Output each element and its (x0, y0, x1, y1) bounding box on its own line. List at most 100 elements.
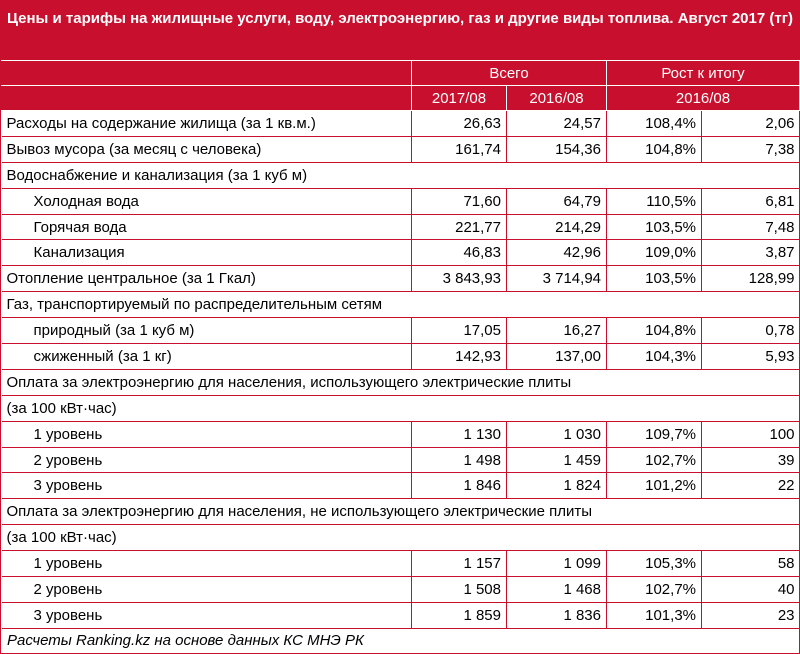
cell-value: 221,77 (411, 214, 507, 241)
row-label: сжиженный (за 1 кг) (1, 343, 412, 370)
cell-value: 101,2% (606, 472, 702, 500)
row-label: Водоснабжение и канализация (за 1 куб м) (1, 162, 800, 189)
row-label: (за 100 кВт·час) (1, 395, 800, 422)
table-row: 1 уровень 1 130 1 030 109,7% 100 (1, 421, 800, 448)
cell-value: 104,8% (606, 317, 702, 345)
table-row: (за 100 кВт·час) (1, 524, 800, 552)
cell-value: 7,38 (700, 136, 800, 163)
row-label: 2 уровень (1, 576, 412, 603)
cell-value: 161,74 (411, 136, 507, 163)
cell-value: 1 846 (411, 472, 507, 500)
title: Цены и тарифы на жилищные услуги, воду, … (1, 1, 799, 60)
cell-value: 23 (700, 602, 800, 629)
table-row: Водоснабжение и канализация (за 1 куб м) (1, 162, 800, 189)
cell-value: 1 824 (506, 472, 607, 500)
group-header: Рост к итогу (605, 60, 800, 86)
tariff-table: Всего Рост к итогу 2017/08 2016/08 2016/… (1, 60, 800, 629)
row-label: 2 уровень (1, 447, 412, 474)
cell-value: 1 498 (411, 447, 507, 474)
table-row: Горячая вода 221,77 214,29 103,5% 7,48 (1, 214, 800, 241)
row-label: природный (за 1 куб м) (1, 317, 412, 345)
column-header: 2017/08 (411, 85, 507, 111)
cell-value: 1 508 (411, 576, 507, 603)
cell-value: 142,93 (411, 343, 507, 370)
cell-value: 102,7% (606, 447, 702, 474)
cell-value: 17,05 (411, 317, 507, 345)
cell-value: 104,8% (606, 136, 702, 163)
row-label: (за 100 кВт·час) (1, 524, 800, 552)
cell-value: 39 (700, 447, 800, 474)
cell-value: 110,5% (606, 188, 702, 215)
row-label: Оплата за электроэнергию для населения, … (1, 369, 800, 396)
row-label: Расходы на содержание жилища (за 1 кв.м.… (1, 110, 412, 137)
cell-value: 64,79 (506, 188, 607, 215)
cell-value: 102,7% (606, 576, 702, 603)
cell-value: 104,3% (606, 343, 702, 370)
table-row: Отопление центральное (за 1 Гкал) 3 843,9… (1, 265, 800, 293)
table-body: Расходы на содержание жилища (за 1 кв.м.… (1, 110, 800, 629)
cell-value: 105,3% (606, 550, 702, 578)
cell-value: 1 459 (506, 447, 607, 474)
cell-value: 103,5% (606, 214, 702, 241)
cell-value: 108,4% (606, 110, 702, 137)
table-row: 2 уровень 1 498 1 459 102,7% 39 (1, 447, 800, 474)
column-header: 2016/08 (506, 85, 607, 111)
cell-value: 40 (700, 576, 800, 603)
table-row: 3 уровень 1 846 1 824 101,2% 22 (1, 472, 800, 500)
cell-value: 22 (700, 472, 800, 500)
cell-value: 1 836 (506, 602, 607, 629)
cell-value: 0,78 (700, 317, 800, 345)
cell-value: 214,29 (506, 214, 607, 241)
table-row: Газ, транспортируемый по распределительн… (1, 291, 800, 319)
table-row: Оплата за электроэнергию для населения, … (1, 498, 800, 526)
cell-value: 5,93 (700, 343, 800, 370)
cell-value: 128,99 (700, 265, 800, 293)
table-row: Расходы на содержание жилища (за 1 кв.м.… (1, 110, 800, 137)
cell-value: 71,60 (411, 188, 507, 215)
cell-value: 42,96 (506, 239, 607, 267)
row-label: Отопление центральное (за 1 Гкал) (1, 265, 412, 293)
row-label: Вывоз мусора (за месяц с человека) (1, 136, 412, 163)
row-label: Газ, транспортируемый по распределительн… (1, 291, 800, 319)
cell-value: 100 (700, 421, 800, 448)
row-label: Горячая вода (1, 214, 412, 241)
table-row: Холодная вода 71,60 64,79 110,5% 6,81 (1, 188, 800, 215)
row-label: 1 уровень (1, 550, 412, 578)
cell-value: 109,7% (606, 421, 702, 448)
cell-value: 1 030 (506, 421, 607, 448)
table-row: Канализация 46,83 42,96 109,0% 3,87 (1, 239, 800, 267)
table-row: Вывоз мусора (за месяц с человека) 161,74… (1, 136, 800, 163)
table-row: природный (за 1 куб м) 17,05 16,27 104,8% 0,… (1, 317, 800, 345)
cell-value: 103,5% (606, 265, 702, 293)
cell-value: 16,27 (506, 317, 607, 345)
empty-header (1, 60, 412, 86)
row-label: 1 уровень (1, 421, 412, 448)
cell-value: 154,36 (506, 136, 607, 163)
footer-note: Расчеты Ranking.kz на основе данных КС М… (7, 631, 364, 649)
cell-value: 2,06 (700, 110, 800, 137)
cell-value: 1 859 (411, 602, 507, 629)
cell-value: 26,63 (411, 110, 507, 137)
row-label: Оплата за электроэнергию для населения, … (1, 498, 800, 526)
cell-value: 109,0% (606, 239, 702, 267)
cell-value: 46,83 (411, 239, 507, 267)
row-label: Канализация (1, 239, 412, 267)
table-row: 2 уровень 1 508 1 468 102,7% 40 (1, 576, 800, 603)
table-row: (за 100 кВт·час) (1, 395, 800, 422)
row-label: 3 уровень (1, 472, 412, 500)
cell-value: 24,57 (506, 110, 607, 137)
row-label: 3 уровень (1, 602, 412, 629)
cell-value: 58 (700, 550, 800, 578)
table-row: Оплата за электроэнергию для населения, … (1, 369, 800, 396)
cell-value: 1 130 (411, 421, 507, 448)
cell-value: 1 157 (411, 550, 507, 578)
cell-value: 1 099 (506, 550, 607, 578)
cell-value: 137,00 (506, 343, 607, 370)
cell-value: 101,3% (606, 602, 702, 629)
cell-value: 3,87 (700, 239, 800, 267)
table-row: 1 уровень 1 157 1 099 105,3% 58 (1, 550, 800, 578)
row-label: Холодная вода (1, 188, 412, 215)
table-row: 3 уровень 1 859 1 836 101,3% 23 (1, 602, 800, 629)
cell-value: 7,48 (700, 214, 800, 241)
cell-value: 1 468 (506, 576, 607, 603)
